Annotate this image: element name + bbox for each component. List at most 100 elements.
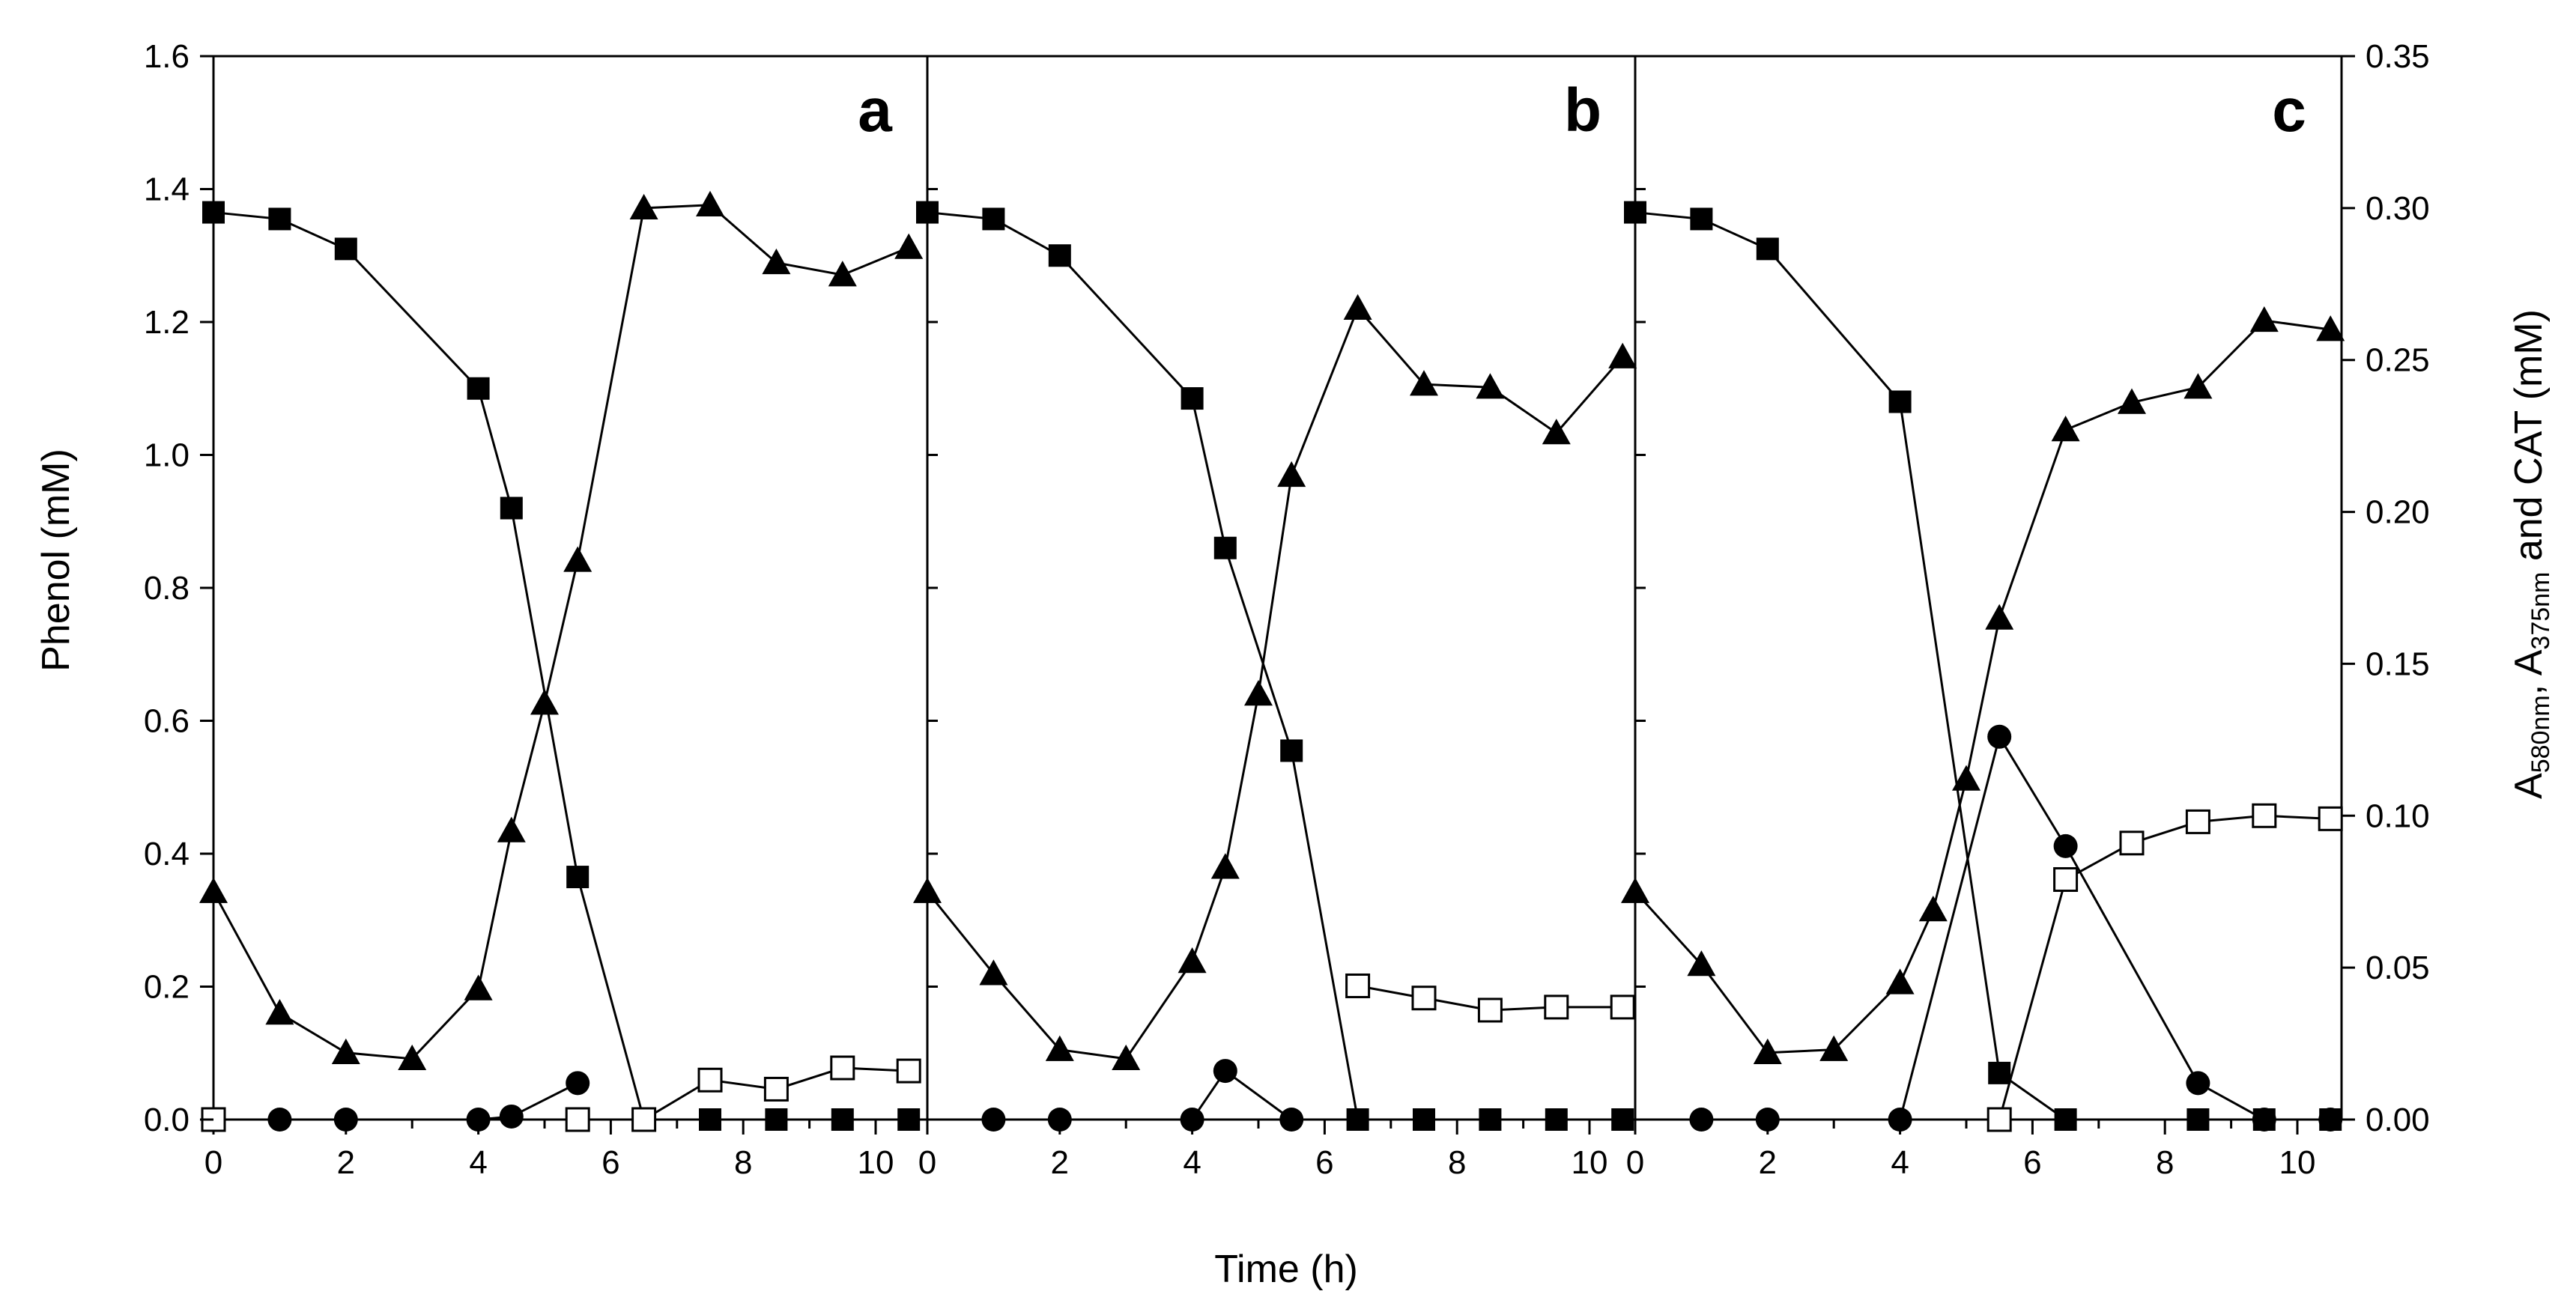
- a580-point: [894, 233, 924, 259]
- panel-label-b: b: [1564, 76, 1601, 145]
- cat-point: [2318, 806, 2343, 831]
- series-line: [1701, 733, 2331, 1121]
- a580-point: [2316, 315, 2345, 341]
- x-tick-label: 4: [1183, 1144, 1201, 1181]
- a375-point: [499, 1104, 524, 1129]
- cat-point: [1411, 986, 1437, 1011]
- left-y-axis-title: Phenol (mM): [34, 449, 78, 672]
- a580-point: [2118, 388, 2146, 414]
- left-y-tick-label: 0.6: [144, 703, 190, 740]
- a580-point: [1277, 461, 1306, 488]
- a375-point: [2252, 1108, 2276, 1132]
- a580-point: [1985, 604, 2014, 630]
- x-tick-label: 2: [1759, 1144, 1777, 1181]
- a580-point: [1952, 765, 1981, 791]
- panel-frame: [926, 55, 1637, 1121]
- cat-point: [1610, 994, 1635, 1020]
- panel-label-c: c: [2272, 76, 2306, 145]
- phenol-point: [1048, 244, 1071, 267]
- panel-label-a: a: [858, 76, 893, 145]
- right-y-tick-label: 0.10: [2366, 798, 2430, 834]
- phenol-point: [982, 207, 1005, 231]
- right-y-title-a: A: [2507, 773, 2551, 799]
- panel-c: 0 2 4 6 8 10 c: [1621, 55, 2345, 1181]
- a375-point: [1689, 1108, 1714, 1132]
- x-tick-label: 4: [469, 1144, 487, 1181]
- a580-point: [913, 877, 942, 903]
- a375-point: [2318, 1108, 2343, 1132]
- series-a375nm-panel-c: [1689, 724, 2343, 1132]
- left-y-tick-label: 0.8: [144, 570, 190, 607]
- left-y-tick-label: 1.0: [144, 437, 190, 474]
- a375-point: [2053, 833, 2078, 858]
- left-y-tick-label: 1.2: [144, 304, 190, 341]
- cat-point: [1986, 1107, 2012, 1132]
- a580-point: [1542, 419, 1571, 445]
- phenol-point: [334, 237, 357, 261]
- cat-point: [2119, 830, 2145, 856]
- right-y-tick-label: 0.35: [2366, 38, 2430, 75]
- x-tick-label: 0: [1626, 1144, 1644, 1181]
- right-y-axis: 0.00 0.05 0.10 0.15 0.20 0.25 0.30 0.35: [2342, 38, 2430, 1138]
- left-y-tick-label: 0.0: [144, 1102, 190, 1138]
- series-a580nm-panel-b: [913, 294, 1637, 1071]
- phenol-point: [1545, 1108, 1568, 1131]
- x-tick-label: 10: [1572, 1144, 1608, 1181]
- a580-point: [1178, 947, 1207, 974]
- phenol-point: [1690, 207, 1713, 231]
- phenol-point: [1413, 1108, 1435, 1131]
- x-tick-label: 6: [1315, 1144, 1333, 1181]
- a580-point: [2183, 373, 2213, 399]
- a580-point: [1687, 950, 1716, 977]
- a580-point: [1210, 853, 1240, 879]
- x-tick-label: 0: [204, 1144, 222, 1181]
- a375-point: [981, 1108, 1006, 1132]
- cat-point: [565, 1107, 590, 1132]
- series-line: [927, 211, 1623, 1121]
- phenol-point: [916, 201, 939, 224]
- series-cat-panel-a: [201, 1055, 921, 1132]
- panel-frame: [1634, 55, 2343, 1121]
- a580-point: [1410, 370, 1438, 396]
- x-tick-label: 10: [858, 1144, 894, 1181]
- left-y-tick-label: 1.4: [144, 171, 190, 208]
- series-phenol-panel-c: [1624, 201, 2342, 1131]
- x-axis-panel-c: 0 2 4 6 8 10: [1626, 1120, 2315, 1181]
- x-tick-label: 6: [2023, 1144, 2041, 1181]
- phenol-point: [1280, 739, 1303, 762]
- right-y-tick-label: 0.25: [2366, 342, 2430, 379]
- a375-point: [1047, 1108, 1072, 1132]
- a580-point: [2249, 306, 2279, 332]
- x-tick-label: 8: [2156, 1144, 2174, 1181]
- a375-point: [1755, 1108, 1780, 1132]
- a580-point: [1753, 1038, 1782, 1064]
- phenol-point: [699, 1108, 721, 1131]
- right-y-tick-label: 0.00: [2366, 1102, 2430, 1138]
- phenol-point: [467, 377, 490, 400]
- phenol-point: [1479, 1108, 1502, 1131]
- phenol-point: [765, 1108, 788, 1131]
- a580-point: [1621, 877, 1649, 903]
- a580-point: [1885, 968, 1915, 994]
- phenol-point: [1756, 237, 1779, 261]
- a580-point: [979, 959, 1008, 986]
- cat-point: [1345, 973, 1371, 998]
- series-line: [1998, 814, 2331, 1120]
- x-tick-label: 6: [601, 1144, 619, 1181]
- x-tick-label: 2: [1051, 1144, 1069, 1181]
- left-y-tick-label: 0.4: [144, 836, 190, 872]
- a580-point: [331, 1038, 360, 1064]
- series-a375nm-panel-a: [267, 1071, 590, 1132]
- panel-a: 0 2 4 6 8 10 a: [199, 55, 929, 1181]
- a375-point: [1180, 1108, 1204, 1132]
- a580-point: [1918, 896, 1948, 922]
- series-line: [212, 204, 909, 1060]
- a580-point: [464, 974, 493, 1000]
- phenol-point: [500, 496, 523, 520]
- phenol-point: [566, 866, 590, 889]
- phenol-point: [202, 201, 225, 224]
- phenol-point: [1181, 387, 1204, 410]
- a375-point: [1888, 1108, 1912, 1132]
- series-a580nm-panel-a: [199, 190, 924, 1071]
